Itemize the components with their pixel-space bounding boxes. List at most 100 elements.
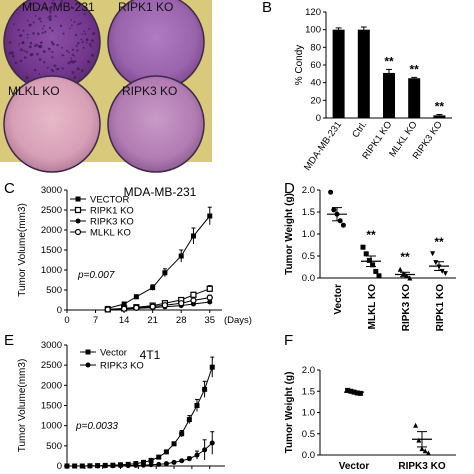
data-point bbox=[79, 463, 85, 469]
colony-dot bbox=[42, 49, 46, 53]
p-value-annotation: p=0.0033 bbox=[75, 421, 118, 432]
y-tick-label: 2500 bbox=[41, 205, 62, 216]
colony-dot bbox=[41, 31, 44, 35]
legend-label: MLKL KO bbox=[90, 228, 131, 239]
y-tick-label: 3000 bbox=[41, 340, 62, 351]
colony-dot bbox=[70, 57, 73, 60]
colony-dot bbox=[48, 14, 52, 19]
legend-marker bbox=[85, 349, 91, 355]
x-tick-label: RIPK3 KO bbox=[398, 461, 445, 472]
colony-dot bbox=[85, 41, 88, 44]
data-point bbox=[163, 461, 169, 467]
data-point bbox=[156, 454, 162, 460]
colony-dot bbox=[81, 33, 84, 35]
colony-dot bbox=[89, 42, 92, 46]
colony-dot bbox=[53, 64, 57, 68]
colony-dot bbox=[13, 23, 15, 25]
data-point bbox=[161, 302, 168, 309]
data-point bbox=[366, 257, 372, 263]
data-point bbox=[345, 387, 351, 393]
data-point bbox=[331, 207, 337, 213]
colony-dot bbox=[50, 5, 53, 9]
colony-dot bbox=[8, 51, 12, 55]
x-tick-label: 35 bbox=[204, 315, 215, 326]
plate-4: RIPK3 KO bbox=[107, 75, 205, 173]
colony-dot bbox=[70, 5, 73, 8]
colony-dot bbox=[68, 51, 71, 54]
y-tick-label: 3000 bbox=[41, 185, 62, 196]
colony-dot bbox=[76, 49, 79, 52]
colony-dot bbox=[36, 52, 39, 56]
colony-dot bbox=[74, 60, 77, 63]
x-tick-label: 14 bbox=[119, 315, 130, 326]
data-point bbox=[162, 270, 168, 276]
colony-dot bbox=[89, 44, 92, 48]
data-point bbox=[148, 457, 154, 463]
colony-dot bbox=[19, 33, 23, 38]
colony-dot bbox=[35, 7, 38, 10]
colony-dot bbox=[69, 27, 71, 30]
y-tick-label: 0.5 bbox=[302, 429, 315, 440]
colony-dot bbox=[71, 48, 75, 51]
legend-label: Vector bbox=[100, 348, 127, 359]
colony-dot bbox=[51, 42, 55, 46]
colony-dot bbox=[71, 71, 75, 74]
data-point bbox=[121, 301, 127, 307]
colony-dot bbox=[38, 58, 42, 61]
colony-dot bbox=[32, 32, 35, 35]
colony-dot bbox=[55, 68, 58, 70]
colony-dot bbox=[32, 21, 35, 24]
chart-d: 0.0 0.5 1.0 1.5 2.0 Tumor Weight (g) Vector ** M… bbox=[284, 185, 456, 331]
data-point bbox=[206, 285, 213, 292]
colony-dot bbox=[33, 68, 37, 72]
legend-marker bbox=[74, 206, 82, 214]
data-point bbox=[430, 251, 436, 257]
colony-dot bbox=[18, 43, 21, 45]
colony-dot bbox=[19, 48, 23, 52]
data-point bbox=[104, 306, 111, 313]
data-point bbox=[190, 291, 197, 298]
colony-dot bbox=[22, 29, 25, 32]
colony-dot bbox=[51, 0, 55, 1]
colony-dot bbox=[50, 68, 54, 72]
data-point bbox=[110, 463, 116, 469]
colony-dot bbox=[19, 59, 23, 63]
colony-dot bbox=[81, 40, 84, 44]
colony-dot bbox=[42, 60, 46, 64]
bar bbox=[433, 115, 446, 118]
y-tick-label: 1500 bbox=[41, 401, 62, 412]
data-point bbox=[133, 304, 140, 311]
colony-dot bbox=[29, 53, 33, 57]
legend-label: RIPK1 KO bbox=[90, 206, 134, 217]
colony-dot bbox=[50, 41, 54, 44]
colony-dot bbox=[33, 44, 37, 48]
colony-dot bbox=[71, 53, 74, 56]
chart-c: 0 500 1000 1500 2000 2500 3000 0 7 14 21 28 35 (Days)… bbox=[17, 185, 252, 326]
y-tick-label: 2000 bbox=[41, 225, 62, 236]
x-tick-label: Vector bbox=[333, 284, 344, 315]
panel-letter-f: F bbox=[284, 332, 293, 349]
colony-dot bbox=[38, 73, 41, 75]
data-point bbox=[156, 461, 162, 467]
colony-dot bbox=[92, 32, 96, 36]
colony-dot bbox=[47, 47, 50, 50]
data-point bbox=[72, 463, 78, 469]
y-tick-label: 2500 bbox=[41, 360, 62, 371]
colony-dot bbox=[56, 67, 60, 71]
colony-dot bbox=[70, 19, 73, 21]
colony-dot bbox=[77, 23, 80, 26]
colony-dot bbox=[48, 26, 52, 30]
colony-dot bbox=[66, 49, 69, 53]
colony-dot bbox=[39, 44, 43, 49]
series-line bbox=[67, 367, 213, 467]
colony-dot bbox=[86, 38, 89, 41]
y-axis-label: Tumor Weight (g) bbox=[284, 193, 295, 275]
bar bbox=[408, 78, 421, 118]
legend-marker bbox=[75, 196, 81, 202]
data-point bbox=[133, 294, 139, 300]
data-point bbox=[190, 233, 196, 239]
colony-dot bbox=[51, 29, 54, 32]
data-point bbox=[178, 253, 184, 259]
